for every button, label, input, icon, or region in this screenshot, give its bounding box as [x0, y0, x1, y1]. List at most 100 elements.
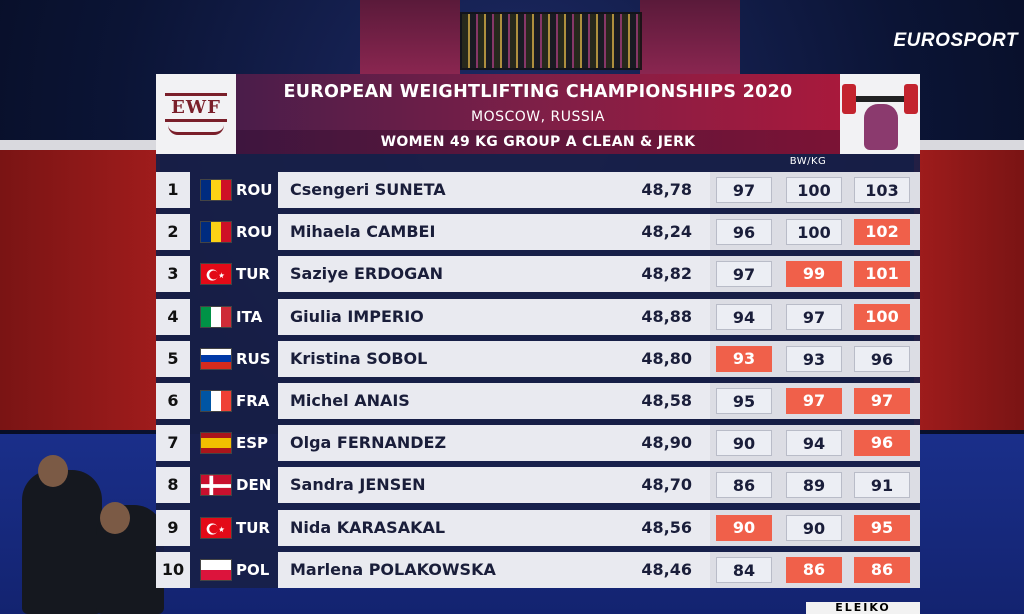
attempt-1-good: 90 [716, 430, 772, 457]
athlete-cell: Saziye ERDOGAN 48,82 [278, 256, 710, 293]
rank-number: 7 [156, 425, 190, 462]
official-person [22, 470, 102, 614]
flag-romania-icon [200, 179, 232, 201]
country-code: TUR [236, 265, 270, 284]
bw-kg-label: BW/KG [789, 156, 827, 167]
attempt-3-good: 103 [854, 177, 910, 203]
attempt-3-no-lift: 100 [854, 303, 910, 330]
broadcaster-logo-text: EUROSPORT [893, 30, 1018, 51]
attempt-2-no-lift: 99 [786, 261, 842, 288]
attempt-2-good: 89 [786, 472, 842, 499]
athlete-name: Olga FERNANDEZ [290, 433, 447, 453]
rank-number: 2 [156, 214, 190, 251]
rank-number: 1 [156, 172, 190, 208]
table-row: 7 ESP Olga FERNANDEZ 48,90 90 94 96 [156, 425, 920, 462]
athlete-name: Kristina SOBOL [290, 348, 428, 368]
body-weight: 48,56 [641, 517, 692, 537]
attempt-3-no-lift: 96 [854, 430, 910, 457]
body-weight: 48,82 [641, 264, 692, 284]
attempt-2-good: 94 [786, 430, 842, 457]
table-row: 8 DEN Sandra JENSEN 48,70 86 89 91 [156, 467, 920, 504]
body-weight: 48,80 [641, 348, 692, 368]
attempt-3-no-lift: 101 [854, 261, 910, 288]
championship-location: MOSCOW, RUSSIA [471, 109, 605, 125]
attempt-1-good: 97 [716, 261, 772, 288]
athlete-name: Sandra JENSEN [290, 475, 426, 495]
athlete-cell: Nida KARASAKAL 48,56 [278, 509, 710, 546]
table-row: 10 POL Marlena POLAKOWSKA 48,46 84 86 86 [156, 551, 920, 588]
table-row: 5 RUS Kristina SOBOL 48,80 93 93 96 [156, 340, 920, 377]
attempts-cell: 90 90 95 [710, 509, 920, 546]
attempt-1-good: 84 [716, 556, 772, 583]
attempts-cell: 90 94 96 [710, 425, 920, 462]
body-weight: 48,78 [641, 180, 692, 199]
country-code: ESP [236, 434, 269, 453]
table-row: 2 ROU Mihaela CAMBEI 48,24 96 100 102 [156, 214, 920, 251]
athlete-name: Giulia IMPERIO [290, 306, 424, 326]
flag-spain-icon [200, 432, 232, 455]
athlete-name: Nida KARASAKAL [290, 517, 446, 537]
table-row: 1 ROU Csengeri SUNETA 48,78 97 100 103 [156, 172, 920, 208]
country-code: TUR [236, 518, 270, 537]
athlete-name: Marlena POLAKOWSKA [290, 559, 496, 579]
attempt-3-no-lift: 86 [854, 556, 910, 583]
flag-romania-icon [200, 221, 232, 244]
athlete-name: Csengeri SUNETA [290, 180, 446, 199]
flag-poland-icon [200, 558, 232, 581]
attempt-1-good: 94 [716, 303, 772, 330]
rank-number: 4 [156, 298, 190, 335]
rank-number: 5 [156, 340, 190, 377]
sponsor-logo: ELEIKO [806, 602, 920, 614]
mascot-logo [840, 74, 920, 154]
attempt-1-good: 95 [716, 388, 772, 414]
table-row: 3 TUR Saziye ERDOGAN 48,82 97 99 101 [156, 256, 920, 293]
attempts-cell: 97 100 103 [710, 172, 920, 208]
athlete-name: Saziye ERDOGAN [290, 264, 444, 284]
plate-right-icon [904, 84, 918, 114]
athlete-cell: Sandra JENSEN 48,70 [278, 467, 710, 504]
barrier-right [914, 150, 1024, 430]
results-header: EWF EUROPEAN WEIGHTLIFTING CHAMPIONSHIPS… [156, 74, 920, 154]
athlete-cell: Kristina SOBOL 48,80 [278, 340, 710, 377]
athlete-cell: Csengeri SUNETA 48,78 [278, 172, 710, 208]
attempt-2-no-lift: 97 [786, 388, 842, 414]
rank-number: 8 [156, 467, 190, 504]
arena-scoreboard [460, 12, 642, 70]
attempts-cell: 84 86 86 [710, 551, 920, 588]
attempt-2-good: 93 [786, 345, 842, 372]
flag-turkey-icon [200, 516, 232, 539]
athlete-cell: Michel ANAIS 48,58 [278, 383, 710, 419]
flag-denmark-icon [200, 474, 232, 497]
attempt-3-no-lift: 95 [854, 514, 910, 541]
attempt-1-good: 96 [716, 219, 772, 246]
broadcaster-logo: EUROSPORT [893, 30, 1018, 52]
body-weight: 48,24 [641, 222, 692, 242]
rank-number: 6 [156, 383, 190, 419]
attempt-2-good: 97 [786, 303, 842, 330]
athlete-name: Michel ANAIS [290, 391, 410, 410]
athlete-cell: Olga FERNANDEZ 48,90 [278, 425, 710, 462]
body-weight: 48,90 [641, 433, 692, 453]
flag-turkey-icon [200, 263, 232, 286]
attempt-1-good: 86 [716, 472, 772, 499]
attempt-3-no-lift: 102 [854, 219, 910, 246]
athlete-cell: Marlena POLAKOWSKA 48,46 [278, 551, 710, 588]
attempts-cell: 97 99 101 [710, 256, 920, 293]
attempts-cell: 96 100 102 [710, 214, 920, 251]
flag-france-icon [200, 390, 232, 412]
attempt-1-good: 97 [716, 177, 772, 203]
plate-left-icon [842, 84, 856, 114]
official-head-2 [100, 502, 130, 534]
title-block: EUROPEAN WEIGHTLIFTING CHAMPIONSHIPS 202… [236, 74, 840, 154]
laurel-wreath-icon [168, 125, 224, 135]
barbell-icon [844, 96, 916, 102]
attempt-3-no-lift: 97 [854, 388, 910, 414]
country-code: RUS [236, 349, 271, 368]
body-weight: 48,88 [641, 306, 692, 326]
rank-number: 10 [156, 551, 190, 588]
attempts-cell: 94 97 100 [710, 298, 920, 335]
official-head [38, 455, 68, 487]
body-weight: 48,46 [641, 559, 692, 579]
stage-banner-right [640, 0, 740, 74]
country-code: FRA [236, 392, 270, 410]
